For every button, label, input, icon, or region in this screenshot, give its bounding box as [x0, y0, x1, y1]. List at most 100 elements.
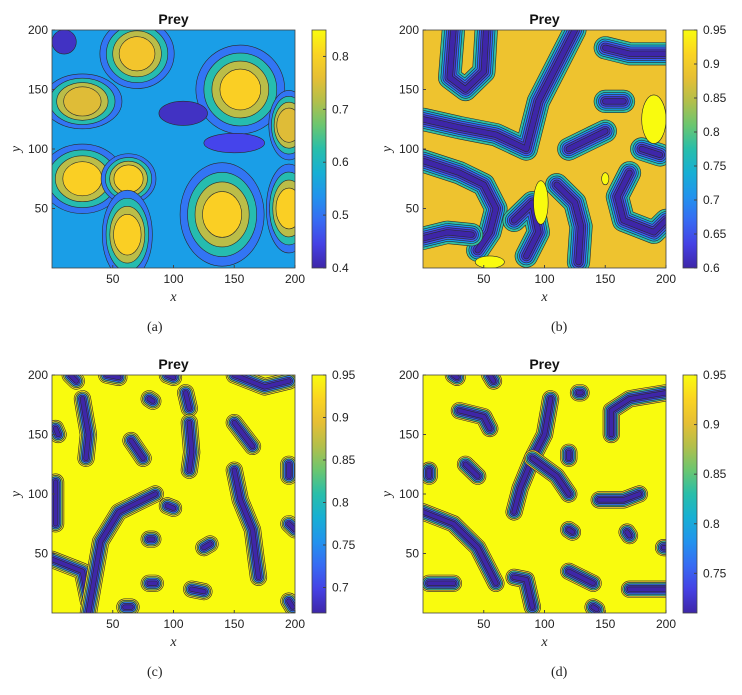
- stripe-band: [447, 30, 489, 92]
- panel-b: Prey 50 100 150 200 50 100 150 200 x y 0.6 0.65 0.7 0.…: [371, 0, 742, 345]
- y-tick-label: 100: [399, 487, 419, 501]
- stripe-band: [232, 420, 255, 449]
- blob-contour: [62, 161, 103, 197]
- y-axis-label: y: [380, 490, 395, 499]
- panel-d: Prey 50 100 150 200 50 100 150 200 x y 0.75 0.8 0.85 0…: [371, 345, 742, 690]
- x-tick-label: 50: [477, 617, 491, 631]
- stripe-band: [80, 396, 91, 461]
- x-tick-label: 50: [477, 272, 491, 286]
- stripe-band: [183, 390, 192, 411]
- blob-contour: [276, 107, 295, 143]
- chart-title: Prey: [158, 11, 189, 27]
- stripe-band: [457, 408, 492, 431]
- blob-contour: [113, 213, 142, 256]
- y-tick-label: 150: [399, 83, 419, 97]
- stripe-band: [566, 569, 596, 586]
- x-axis-label: x: [540, 290, 548, 305]
- stripe-band: [423, 229, 475, 241]
- colorbar-tick-label: 0.95: [703, 23, 727, 37]
- y-tick-label: 150: [28, 428, 48, 442]
- panel-c: Prey 50 100 150 200 50 100 150 200 x y 0.7 0.75 0.8 0.…: [0, 345, 371, 690]
- colorbar: [311, 374, 327, 614]
- x-tick-label: 100: [534, 272, 554, 286]
- chart-title: Prey: [158, 356, 189, 372]
- heatmap-c: Prey 50 100 150 200 50 100 150 200 x y 0.7 0.75 0.8 0.…: [9, 356, 356, 650]
- stripe-band: [147, 396, 155, 404]
- high-region: [601, 172, 610, 186]
- stripe-band: [566, 527, 575, 535]
- colorbar-tick-label: 0.6: [703, 261, 720, 275]
- stripe-band: [129, 438, 146, 461]
- colorbar-tick-label: 0.9: [703, 57, 720, 71]
- x-tick-label: 50: [106, 617, 120, 631]
- stripe-band: [625, 530, 632, 538]
- x-tick-label: 100: [163, 272, 183, 286]
- stripe-band: [597, 492, 642, 502]
- stripe-band: [187, 420, 194, 473]
- y-tick-label: 200: [399, 23, 419, 37]
- stripe-band: [286, 599, 295, 610]
- high-region: [641, 94, 666, 144]
- colorbar-tick-label: 0.75: [703, 159, 727, 173]
- x-tick-label: 150: [595, 617, 615, 631]
- panel-a: Prey 50 100 150 200 50 100 150 200 x y 0.4 0.5 0.6 0.7…: [0, 0, 371, 345]
- colorbar-tick-label: 0.65: [703, 227, 727, 241]
- stripe-band: [189, 587, 206, 594]
- y-tick-label: 50: [35, 547, 49, 561]
- y-tick-label: 200: [399, 368, 419, 382]
- x-tick-label: 150: [224, 272, 244, 286]
- high-region: [533, 180, 549, 225]
- colorbar-tick-label: 0.4: [332, 261, 349, 275]
- plot-area: [52, 30, 295, 268]
- x-tick-label: 200: [285, 272, 305, 286]
- x-tick-label: 150: [595, 272, 615, 286]
- stripe-band: [609, 390, 666, 437]
- y-tick-label: 100: [28, 487, 48, 501]
- stripe-band: [602, 45, 666, 57]
- x-tick-label: 200: [285, 617, 305, 631]
- y-tick-label: 150: [28, 83, 48, 97]
- y-axis-label: y: [9, 145, 24, 154]
- colorbar-tick-label: 0.7: [332, 102, 349, 116]
- stripe-band: [487, 375, 496, 383]
- x-axis-label: x: [169, 290, 177, 305]
- blob-contour: [219, 68, 262, 111]
- stripe-band: [423, 30, 578, 152]
- x-axis-label: x: [169, 635, 177, 650]
- colorbar-tick-label: 0.85: [703, 91, 727, 105]
- stripe-band: [86, 492, 158, 613]
- plot-area: [423, 375, 666, 613]
- blob-contour: [113, 164, 144, 193]
- y-axis-label: y: [9, 490, 24, 499]
- colorbar-tick-label: 0.95: [703, 368, 727, 382]
- x-tick-label: 150: [224, 617, 244, 631]
- y-tick-label: 100: [399, 142, 419, 156]
- y-tick-label: 50: [406, 202, 420, 216]
- y-tick-label: 150: [399, 428, 419, 442]
- blob-contour: [118, 36, 156, 72]
- colorbar-tick-label: 0.9: [703, 418, 720, 432]
- dip-contour: [158, 100, 208, 126]
- blob-contour: [202, 191, 242, 238]
- stripe-band: [286, 521, 295, 532]
- colorbar-tick-label: 0.9: [332, 411, 349, 425]
- colorbar-tick-label: 0.85: [703, 467, 727, 481]
- y-axis-label: y: [380, 145, 395, 154]
- colorbar-tick-label: 0.6: [332, 155, 349, 169]
- stripe-band: [566, 128, 608, 152]
- stripe-band: [639, 146, 663, 158]
- colorbar: [682, 374, 698, 614]
- stripe-band: [68, 375, 79, 383]
- stripe-band: [423, 509, 498, 586]
- colorbar-tick-label: 0.8: [332, 496, 349, 510]
- stripe-band: [232, 468, 261, 580]
- heatmap-d: Prey 50 100 150 200 50 100 150 200 x y 0.75 0.8 0.85 0…: [380, 356, 727, 650]
- colorbar-tick-label: 0.8: [703, 517, 720, 531]
- blob-contour: [63, 86, 102, 117]
- y-tick-label: 50: [35, 202, 49, 216]
- caption-c: (c): [147, 665, 163, 680]
- caption-b: (b): [551, 320, 568, 335]
- stripe-band: [591, 605, 599, 612]
- colorbar-tick-label: 0.7: [332, 581, 349, 595]
- caption-a: (a): [147, 320, 163, 335]
